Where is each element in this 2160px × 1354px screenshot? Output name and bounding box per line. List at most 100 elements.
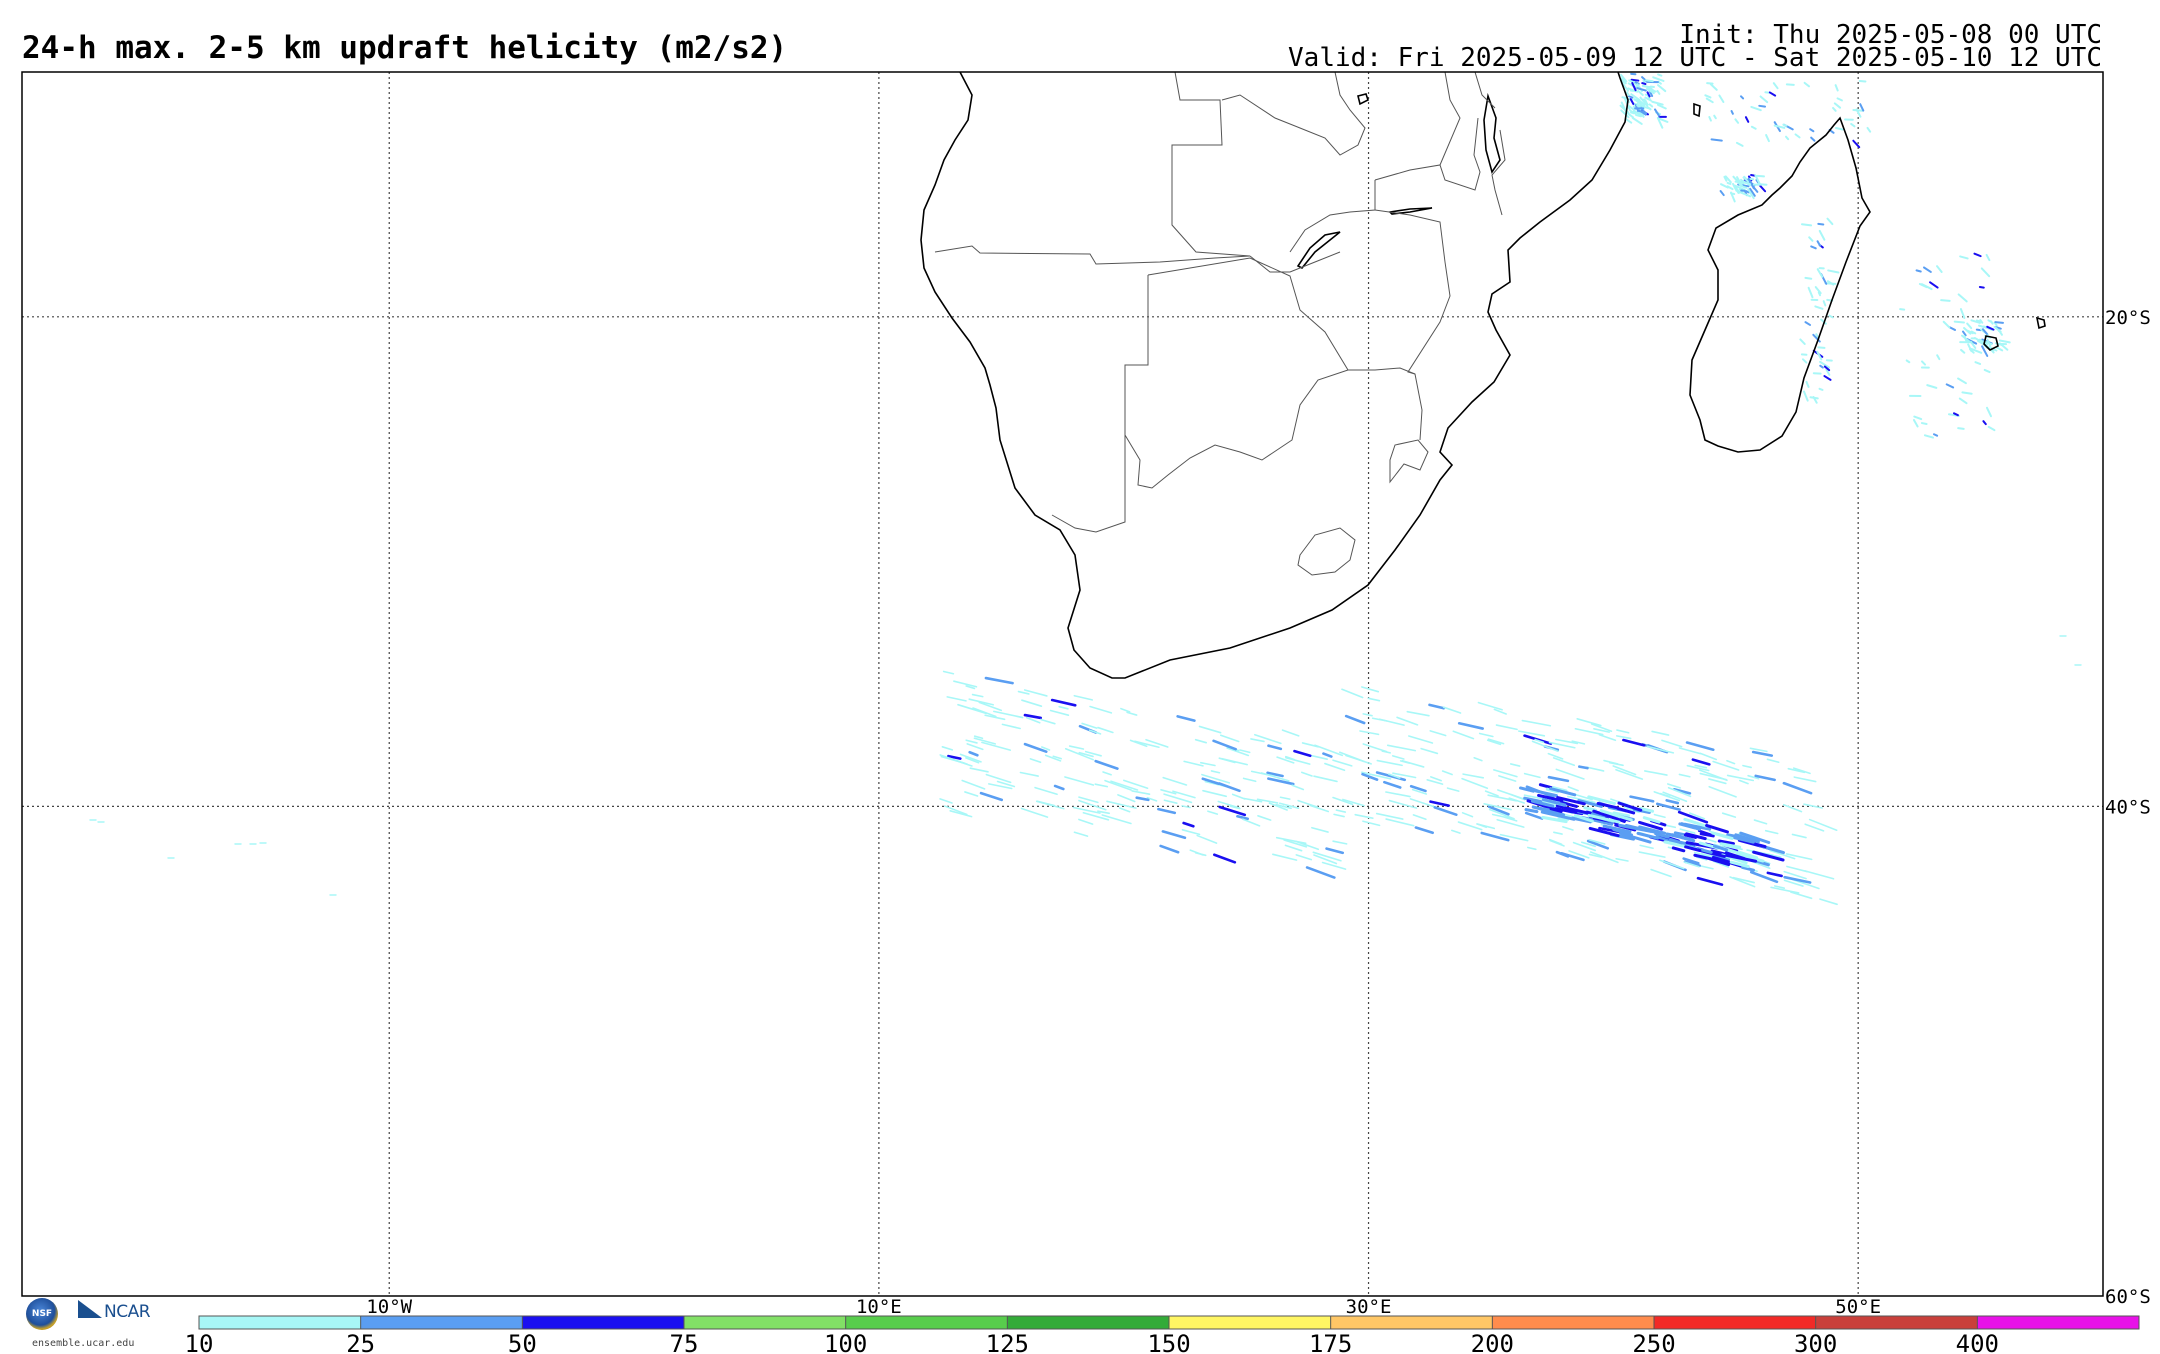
helicity-streak [1631,116,1643,125]
helicity-streak [1816,350,1823,361]
helicity-streak [1653,813,1666,819]
helicity-streak [1293,749,1312,758]
helicity-streak [1639,844,1654,850]
colorbar-label: 25 [346,1330,375,1354]
helicity-streak [1257,815,1272,821]
helicity-streak [1723,175,1728,182]
helicity-streak [1088,729,1102,735]
helicity-streak [968,750,979,757]
helicity-streak [1819,364,1824,369]
helicity-streak [1709,83,1718,91]
helicity-streak [1537,806,1555,813]
helicity-streak [1383,780,1402,789]
helicity-streak [1823,375,1832,381]
helicity-streak [1549,787,1577,797]
helicity-streak [1671,846,1686,853]
helicity-streak [1272,853,1298,861]
helicity-streak [1726,185,1734,191]
helicity-streak [1827,269,1840,274]
helicity-streak [1732,182,1738,192]
helicity-streak [979,791,1004,802]
helicity-streak [1081,722,1098,729]
helicity-streak [1625,91,1630,96]
helicity-streak [1957,427,1965,430]
helicity-streak [1657,84,1667,93]
helicity-streak [1236,815,1249,821]
helicity-streak [1025,716,1041,724]
helicity-streak [1239,749,1251,754]
helicity-streak [1052,755,1062,760]
helicity-streak [1749,870,1779,884]
helicity-streak [973,737,997,745]
helicity-streak [1094,783,1109,788]
helicity-streak [1524,811,1544,820]
helicity-streak [1734,833,1760,844]
helicity-streak [1683,817,1708,828]
helicity-streak [1534,738,1545,744]
helicity-streak [1998,339,2011,344]
helicity-streak [1646,91,1651,98]
helicity-streak [1622,738,1646,747]
helicity-streak [1540,810,1576,821]
country-borders [934,72,1506,576]
helicity-streak [1554,807,1584,816]
helicity-streak [1281,729,1300,737]
helicity-streak [1275,803,1292,810]
helicity-streak [1049,709,1070,716]
helicity-streak [1754,174,1761,185]
helicity-streak [1787,767,1806,774]
colorbar-swatch [1007,1316,1169,1329]
helicity-streak [1656,89,1661,95]
helicity-streak [1574,727,1604,736]
helicity-streak [1620,77,1626,82]
helicity-streak [1478,732,1494,738]
helicity-streak [1818,229,1826,241]
colorbar-swatch [199,1316,361,1329]
helicity-streak [1313,775,1338,783]
helicity-streak [1630,78,1640,82]
helicity-streak [1433,806,1458,816]
helicity-streak [1957,377,1967,385]
helicity-streak [1176,715,1196,722]
helicity-streak [1250,738,1265,743]
helicity-streak [1739,779,1749,785]
helicity-streak [1836,97,1843,102]
helicity-streak [1275,836,1307,845]
helicity-streak [1808,236,1814,242]
helicity-streak [1578,765,1589,770]
helicity-streak [1202,789,1228,798]
helicity-streak [1375,812,1404,820]
helicity-streak [1461,777,1489,790]
helicity-streak [1019,771,1039,777]
helicity-streak [1221,757,1248,766]
helicity-streak [1064,776,1095,786]
colorbar-swatch [360,1316,523,1329]
helicity-streak [1945,383,1955,389]
helicity-streak [1412,814,1427,821]
colorbar-label: 150 [1147,1330,1190,1354]
helicity-streak [1551,786,1568,793]
helicity-streak [1757,183,1768,186]
helicity-streak [1734,118,1740,124]
helicity-streak [1712,844,1729,852]
helicity-streak [969,767,989,773]
helicity-streak [1765,134,1770,143]
helicity-streak [1905,359,1911,364]
lake-kariba [1296,231,1341,270]
helicity-streak [1314,744,1344,757]
helicity-streak [1969,340,1977,349]
helicity-streak [1737,190,1749,197]
helicity-streak [1654,832,1670,839]
helicity-streak [1279,796,1291,800]
helicity-streak [1612,811,1631,818]
colorbar-label: 100 [824,1330,867,1354]
helicity-streak [1392,772,1417,779]
helicity-streak [1752,850,1785,862]
helicity-streak [1243,797,1263,803]
helicity-streak [1973,252,1982,258]
helicity-streak [1912,419,1919,428]
helicity-streak [1123,779,1149,790]
helicity-streak [1587,795,1616,805]
helicity-streak [1194,738,1208,744]
helicity-streak [1557,817,1570,821]
